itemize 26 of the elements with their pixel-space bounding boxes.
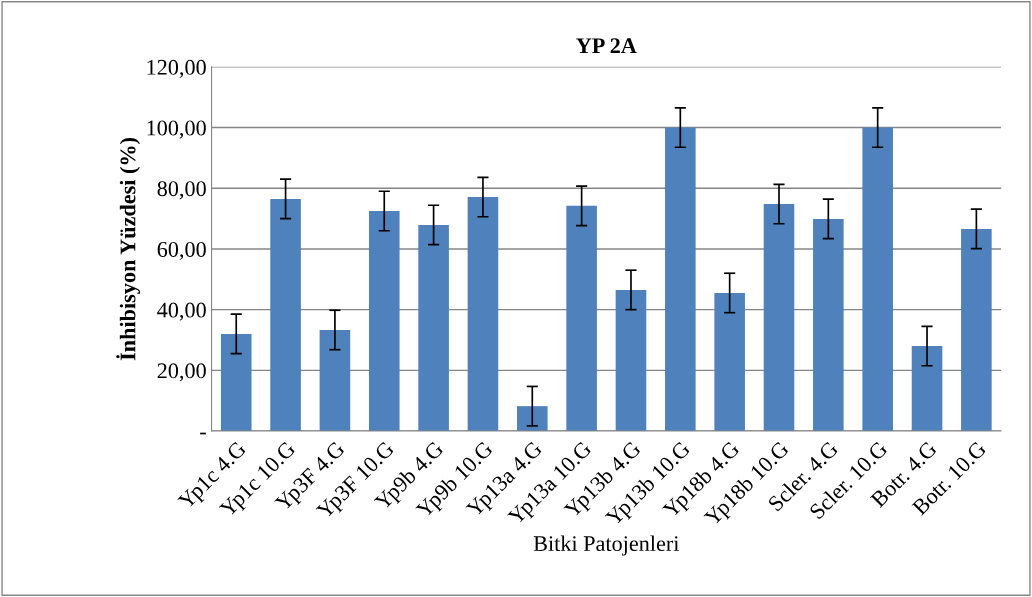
chart-title: YP 2A (576, 38, 637, 53)
y-axis-title: İnhibisyon Yüzdesi (%) (116, 137, 141, 361)
bar (615, 289, 647, 432)
bar (220, 333, 252, 432)
bar (516, 406, 548, 432)
y-tick-label: 60,00 (157, 241, 206, 261)
y-tick-label: 100,00 (147, 120, 206, 139)
bar (911, 346, 943, 432)
bar (566, 205, 597, 432)
bar (270, 198, 301, 432)
bar (319, 329, 351, 432)
bar (813, 218, 844, 432)
bar (665, 127, 696, 432)
bar (368, 211, 400, 432)
bar (862, 127, 893, 432)
bar (763, 204, 795, 432)
y-tick-label: 40,00 (157, 302, 206, 321)
y-tick-label: 20,00 (157, 363, 206, 382)
bar (467, 197, 499, 432)
bar (714, 292, 745, 432)
y-tick-label: - (200, 432, 206, 435)
bar (961, 228, 992, 432)
y-tick-label: 120,00 (147, 59, 206, 78)
y-tick-label: 80,00 (157, 181, 206, 200)
bar (418, 224, 449, 432)
x-axis-title: Bitki Patojenleri (533, 535, 680, 556)
